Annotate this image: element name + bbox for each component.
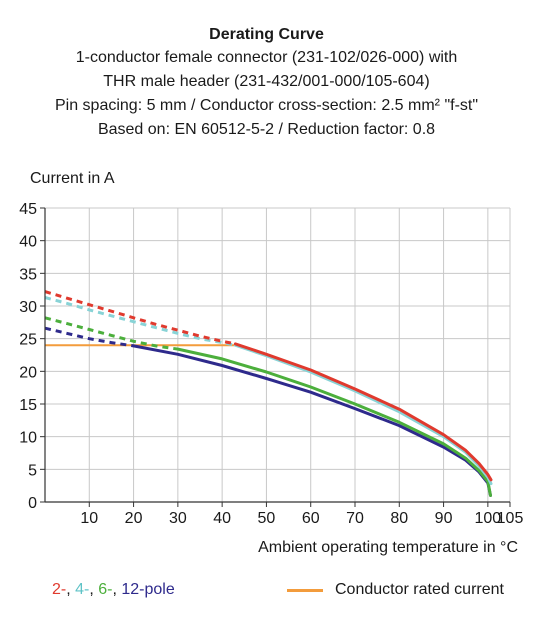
subtitle-line-4: Based on: EN 60512-5-2 / Reduction facto… xyxy=(97,121,436,138)
y-tick-label: 20 xyxy=(19,364,37,381)
legend-item: 2- xyxy=(52,581,67,598)
legend-item: , xyxy=(66,581,76,598)
legend-item: , xyxy=(89,581,99,598)
y-tick-label: 15 xyxy=(19,397,37,414)
x-tick-label: 30 xyxy=(169,510,187,527)
series-lines xyxy=(44,290,493,497)
y-tick-label: 30 xyxy=(19,299,37,316)
subtitle-line-2: THR male header (231-432/001-000/105-604… xyxy=(103,73,430,90)
x-tick-label: 100 xyxy=(475,510,502,527)
subtitle-line-1: 1-conductor female connector (231-102/02… xyxy=(75,49,458,66)
tick-labels: 0 5 10 15 20 25 30 35 40 45 10 20 30 40 50 60 70 80 90 1001… xyxy=(19,201,523,527)
legend-item: 6- xyxy=(98,581,113,598)
title-block: Derating Curve 1-conductor female connec… xyxy=(0,24,533,142)
series-12pole-solid-line xyxy=(132,344,492,497)
x-tick-label: 60 xyxy=(302,510,320,527)
legend-item: 4- xyxy=(75,581,90,598)
y-tick-label: 35 xyxy=(19,266,37,283)
x-tick-label: 40 xyxy=(213,510,231,527)
y-tick-label: 25 xyxy=(19,332,37,349)
x-tick-label: 70 xyxy=(346,510,364,527)
x-tick-label: 80 xyxy=(390,510,408,527)
x-tick-label: 20 xyxy=(125,510,143,527)
x-tick-label: 105 xyxy=(497,510,524,527)
legend-item: 12-pole xyxy=(121,581,175,598)
legend-rated-current-line xyxy=(287,588,323,592)
y-tick-label: 5 xyxy=(28,462,37,479)
y-axis-label: Current in A xyxy=(30,170,115,187)
axes xyxy=(40,207,511,507)
subtitle-line-3: Pin spacing: 5 mm / Conductor cross-sect… xyxy=(54,97,479,114)
series-12pole-dashed-line xyxy=(44,326,134,348)
y-tick-label: 40 xyxy=(19,234,37,251)
series-6-dashed-line xyxy=(44,316,179,351)
x-tick-label: 90 xyxy=(435,510,453,527)
y-tick-label: 0 xyxy=(28,495,37,512)
x-tick-label: 10 xyxy=(80,510,98,527)
x-axis-label: Ambient operating temperature in °C xyxy=(258,539,518,556)
legend-rated-current: Conductor rated current xyxy=(287,581,504,599)
grid xyxy=(45,207,511,502)
legend-pole-series: 2-, 4-, 6-, 12-pole xyxy=(52,581,175,599)
y-tick-label: 45 xyxy=(19,201,37,218)
series-2-dashed-line xyxy=(44,290,236,346)
legend-rated-current-label: Conductor rated current xyxy=(335,581,504,598)
x-tick-label: 50 xyxy=(258,510,276,527)
chart-title: Derating Curve xyxy=(209,26,324,43)
series-6-solid-line xyxy=(176,347,492,497)
series-4-dashed-line xyxy=(44,296,236,347)
series-4-solid-line xyxy=(233,343,493,486)
series-2-solid-line xyxy=(233,342,493,482)
y-tick-label: 10 xyxy=(19,430,37,447)
legend-item: , xyxy=(112,581,122,598)
